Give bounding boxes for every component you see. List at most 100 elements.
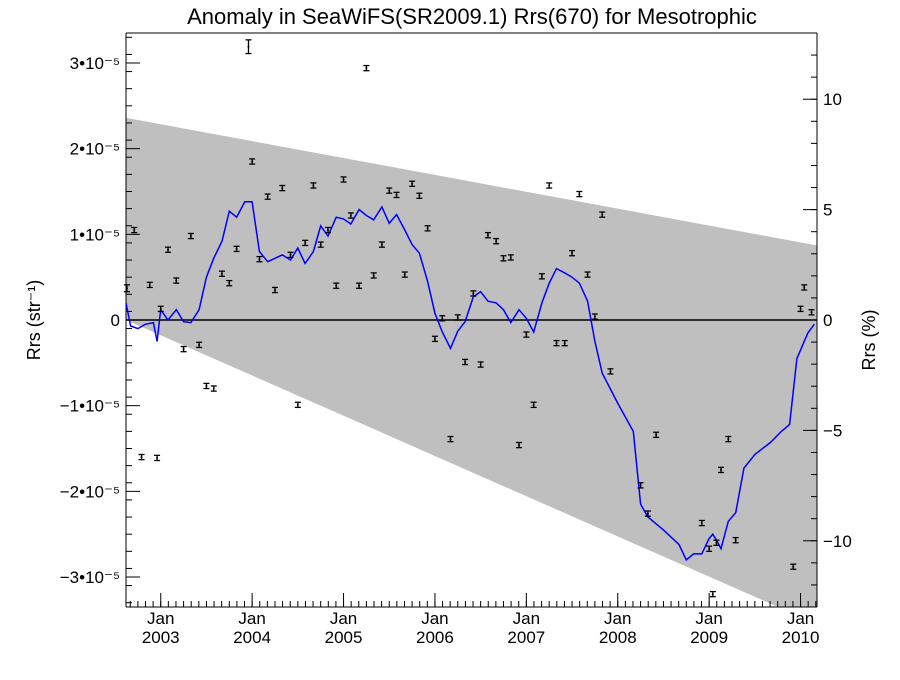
data-point xyxy=(530,401,537,409)
data-point xyxy=(333,282,340,289)
point-marker xyxy=(395,193,398,196)
data-points-layer xyxy=(123,39,815,598)
data-point xyxy=(553,339,560,347)
data-point xyxy=(393,191,400,199)
point-marker xyxy=(342,178,345,181)
data-point xyxy=(256,255,263,263)
data-point xyxy=(302,239,309,247)
point-marker xyxy=(646,512,649,515)
data-point xyxy=(363,64,370,72)
data-point xyxy=(607,368,614,375)
point-marker xyxy=(563,342,566,345)
point-marker xyxy=(358,284,361,287)
point-marker xyxy=(532,403,535,406)
data-point xyxy=(424,225,431,232)
point-marker xyxy=(586,273,589,276)
point-marker xyxy=(247,45,250,48)
data-point xyxy=(797,305,804,313)
data-point xyxy=(507,254,514,261)
point-marker xyxy=(464,360,467,363)
point-marker xyxy=(182,348,185,351)
data-point xyxy=(401,271,408,278)
point-marker xyxy=(495,240,498,243)
data-point xyxy=(439,315,446,322)
point-marker xyxy=(441,317,444,320)
data-point xyxy=(131,226,138,234)
point-marker xyxy=(601,213,604,216)
data-point xyxy=(516,441,523,449)
x-tick-year-label: 2006 xyxy=(416,628,454,647)
y-tick-label: 0 xyxy=(111,311,120,330)
data-point xyxy=(523,331,530,338)
x-tick-month-label: Jan xyxy=(330,609,357,628)
data-point xyxy=(713,539,720,546)
x-tick-year-label: 2003 xyxy=(142,628,180,647)
y-tick-label: −3•10⁻⁵ xyxy=(60,568,120,587)
point-marker xyxy=(167,248,170,251)
point-marker xyxy=(472,292,475,295)
point-marker xyxy=(198,343,201,346)
data-point xyxy=(500,255,507,262)
point-marker xyxy=(711,593,714,596)
point-marker xyxy=(258,258,261,261)
point-marker xyxy=(548,184,551,187)
y-tick-label: 2•10⁻⁵ xyxy=(70,140,120,159)
data-point xyxy=(576,190,583,198)
data-point xyxy=(599,211,606,218)
point-marker xyxy=(189,235,192,238)
data-point xyxy=(416,192,423,199)
data-point xyxy=(356,282,363,289)
point-marker xyxy=(578,193,581,196)
point-marker xyxy=(479,363,482,366)
running-mean-line xyxy=(126,201,815,562)
data-point xyxy=(154,454,161,462)
point-marker xyxy=(281,187,284,190)
point-marker xyxy=(266,195,269,198)
point-marker xyxy=(365,67,368,70)
point-marker xyxy=(518,444,521,447)
x-tick-month-label: Jan xyxy=(147,609,174,628)
data-point xyxy=(454,314,461,321)
data-point xyxy=(180,345,187,353)
point-marker xyxy=(235,247,238,250)
point-marker xyxy=(708,547,711,550)
y2-tick-label: 0 xyxy=(823,311,832,330)
data-point xyxy=(386,187,393,194)
y2-tick-label: 10 xyxy=(823,90,842,109)
data-point xyxy=(378,241,385,248)
data-point xyxy=(347,212,354,219)
point-marker xyxy=(456,316,459,319)
data-point xyxy=(484,231,491,239)
data-point xyxy=(279,184,286,192)
data-point xyxy=(340,176,347,183)
data-point xyxy=(218,270,225,277)
point-marker xyxy=(175,279,178,282)
chart-title: Anomaly in SeaWiFS(SR2009.1) Rrs(670) fo… xyxy=(187,4,757,29)
point-marker xyxy=(349,214,352,217)
point-marker xyxy=(540,275,543,278)
point-marker xyxy=(486,234,489,237)
confidence-band xyxy=(126,117,817,607)
x-tick-year-label: 2008 xyxy=(599,628,637,647)
data-point xyxy=(287,251,294,259)
y2-tick-label: −5 xyxy=(823,421,842,440)
data-point xyxy=(370,272,377,279)
axes-layer: Jan2003Jan2004Jan2005Jan2006Jan2007Jan20… xyxy=(60,32,852,647)
data-point xyxy=(718,466,725,474)
data-point xyxy=(462,358,469,366)
data-point xyxy=(637,482,644,489)
point-marker xyxy=(326,229,329,232)
data-point xyxy=(203,382,210,390)
y2-tick-label: −10 xyxy=(823,532,852,551)
x-tick-year-label: 2009 xyxy=(690,628,728,647)
running-mean-layer xyxy=(126,201,815,562)
data-point xyxy=(157,305,164,313)
data-point xyxy=(591,313,598,320)
data-point xyxy=(187,232,194,240)
data-point xyxy=(561,339,568,347)
data-point xyxy=(698,519,705,527)
data-point xyxy=(493,237,500,245)
data-point xyxy=(294,401,301,409)
